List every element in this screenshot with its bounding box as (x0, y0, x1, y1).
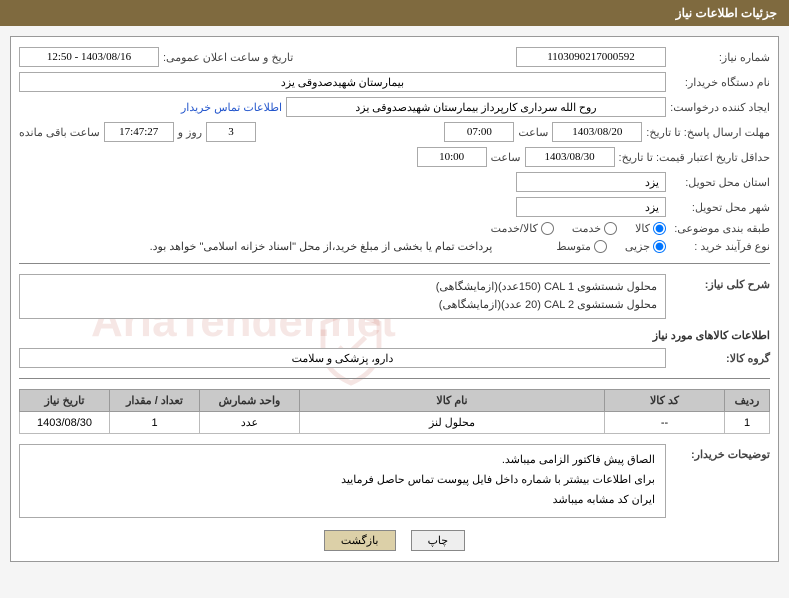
buyer-notes-line3: ایران کد مشابه میباشد (30, 491, 655, 511)
row-general-desc: شرح کلی نیاز: محلول شستشوی CAL 1 (150عدد… (19, 274, 770, 319)
province-label: استان محل تحویل: (670, 176, 770, 189)
goods-table: ردیف کد کالا نام کالا واحد شمارش تعداد /… (19, 389, 770, 434)
th-code: کد کالا (605, 390, 725, 412)
row-province: استان محل تحویل: (19, 172, 770, 192)
payment-note: پرداخت تمام یا بخشی از مبلغ خرید،از محل … (150, 240, 493, 253)
cat-service-text: خدمت (572, 222, 601, 235)
buyer-notes-line2: برای اطلاعات بیشتر با شماره داخل فایل پی… (30, 471, 655, 491)
buyer-org-field[interactable] (19, 72, 666, 92)
validity-time-field[interactable] (417, 147, 487, 167)
cat-goods-service-radio[interactable] (541, 222, 554, 235)
countdown-field[interactable] (104, 122, 174, 142)
panel-header: جزئیات اطلاعات نیاز (0, 0, 789, 26)
th-date: تاریخ نیاز (20, 390, 110, 412)
row-goods-group: گروه کالا: (19, 348, 770, 368)
deadline-time-label: ساعت (518, 126, 548, 139)
cat-goods-text: کالا (635, 222, 650, 235)
td-qty: 1 (110, 412, 200, 434)
need-number-field[interactable] (516, 47, 666, 67)
back-button[interactable]: بازگشت (324, 530, 396, 551)
need-number-label: شماره نیاز: (670, 51, 770, 64)
row-need-number: شماره نیاز: تاریخ و ساعت اعلان عمومی: (19, 47, 770, 67)
divider-2 (19, 378, 770, 379)
deadline-time-field[interactable] (444, 122, 514, 142)
deadline-label: مهلت ارسال پاسخ: تا تاریخ: (646, 126, 770, 139)
th-unit: واحد شمارش (200, 390, 300, 412)
td-row: 1 (725, 412, 770, 434)
goods-group-label: گروه کالا: (670, 352, 770, 365)
validity-time-label: ساعت (491, 151, 521, 164)
table-row: 1 -- محلول لنز عدد 1 1403/08/30 (20, 412, 770, 434)
button-row: چاپ بازگشت (19, 530, 770, 551)
city-label: شهر محل تحویل: (670, 201, 770, 214)
purchase-type-label: نوع فرآیند خرید : (670, 240, 770, 253)
validity-label: حداقل تاریخ اعتبار قیمت: تا تاریخ: (619, 151, 770, 164)
td-code: -- (605, 412, 725, 434)
row-deadline: مهلت ارسال پاسخ: تا تاریخ: ساعت روز و سا… (19, 122, 770, 142)
print-button[interactable]: چاپ (411, 530, 466, 551)
city-field[interactable] (516, 197, 666, 217)
cat-goods-radio[interactable] (653, 222, 666, 235)
general-desc-line2: محلول شستشوی CAL 2 (20 عدد)(ازمایشگاهی) (28, 297, 657, 315)
main-container: AriaTender.net شماره نیاز: تاریخ و ساعت … (10, 36, 779, 562)
general-desc-label: شرح کلی نیاز: (670, 274, 770, 291)
buyer-notes-label: توضیحات خریدار: (670, 444, 770, 461)
row-city: شهر محل تحویل: (19, 197, 770, 217)
pt-medium-text: متوسط (556, 240, 591, 253)
row-buyer-notes: توضیحات خریدار: الصاق پیش فاکتور الزامی … (19, 444, 770, 517)
cat-service-radio[interactable] (604, 222, 617, 235)
cat-goods-service-text: کالا/خدمت (491, 222, 538, 235)
panel-title: جزئیات اطلاعات نیاز (676, 6, 777, 20)
td-name: محلول لنز (300, 412, 605, 434)
pt-partial-text: جزیی (625, 240, 650, 253)
cat-service-option[interactable]: خدمت (572, 222, 617, 235)
buyer-notes-line1: الصاق پیش فاکتور الزامی میباشد. (30, 451, 655, 471)
deadline-date-field[interactable] (552, 122, 642, 142)
announce-label: تاریخ و ساعت اعلان عمومی: (163, 51, 293, 64)
validity-date-field[interactable] (525, 147, 615, 167)
row-purchase-type: نوع فرآیند خرید : جزیی متوسط پرداخت تمام… (19, 240, 770, 253)
remaining-label: ساعت باقی مانده (19, 126, 100, 139)
th-name: نام کالا (300, 390, 605, 412)
province-field[interactable] (516, 172, 666, 192)
buyer-notes-box: الصاق پیش فاکتور الزامی میباشد. برای اطل… (19, 444, 666, 517)
pt-partial-option[interactable]: جزیی (625, 240, 666, 253)
goods-group-field[interactable] (19, 348, 666, 368)
th-row: ردیف (725, 390, 770, 412)
divider-1 (19, 263, 770, 264)
days-and-label: روز و (178, 126, 202, 139)
requester-label: ایجاد کننده درخواست: (670, 101, 770, 114)
buyer-contact-link[interactable]: اطلاعات تماس خریدار (181, 101, 282, 114)
general-desc-line1: محلول شستشوی CAL 1 (150عدد)(ازمایشگاهی) (28, 279, 657, 297)
buyer-org-label: نام دستگاه خریدار: (670, 76, 770, 89)
pt-medium-option[interactable]: متوسط (556, 240, 607, 253)
td-date: 1403/08/30 (20, 412, 110, 434)
announce-date-field[interactable] (19, 47, 159, 67)
goods-info-title: اطلاعات کالاهای مورد نیاز (19, 329, 770, 342)
td-unit: عدد (200, 412, 300, 434)
days-remaining-field[interactable] (206, 122, 256, 142)
category-label: طبقه بندی موضوعی: (670, 222, 770, 235)
cat-goods-option[interactable]: کالا (635, 222, 666, 235)
row-validity: حداقل تاریخ اعتبار قیمت: تا تاریخ: ساعت (19, 147, 770, 167)
row-category: طبقه بندی موضوعی: کالا خدمت کالا/خدمت (19, 222, 770, 235)
pt-partial-radio[interactable] (653, 240, 666, 253)
row-buyer-org: نام دستگاه خریدار: (19, 72, 770, 92)
general-desc-box: محلول شستشوی CAL 1 (150عدد)(ازمایشگاهی) … (19, 274, 666, 319)
th-qty: تعداد / مقدار (110, 390, 200, 412)
pt-medium-radio[interactable] (594, 240, 607, 253)
row-requester: ایجاد کننده درخواست: اطلاعات تماس خریدار (19, 97, 770, 117)
cat-goods-service-option[interactable]: کالا/خدمت (491, 222, 554, 235)
requester-field[interactable] (286, 97, 666, 117)
